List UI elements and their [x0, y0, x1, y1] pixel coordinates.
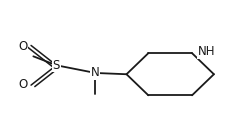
Text: S: S — [52, 59, 60, 72]
Text: O: O — [18, 78, 27, 91]
Text: O: O — [18, 40, 27, 53]
Text: N: N — [91, 66, 99, 79]
Text: NH: NH — [197, 45, 214, 58]
